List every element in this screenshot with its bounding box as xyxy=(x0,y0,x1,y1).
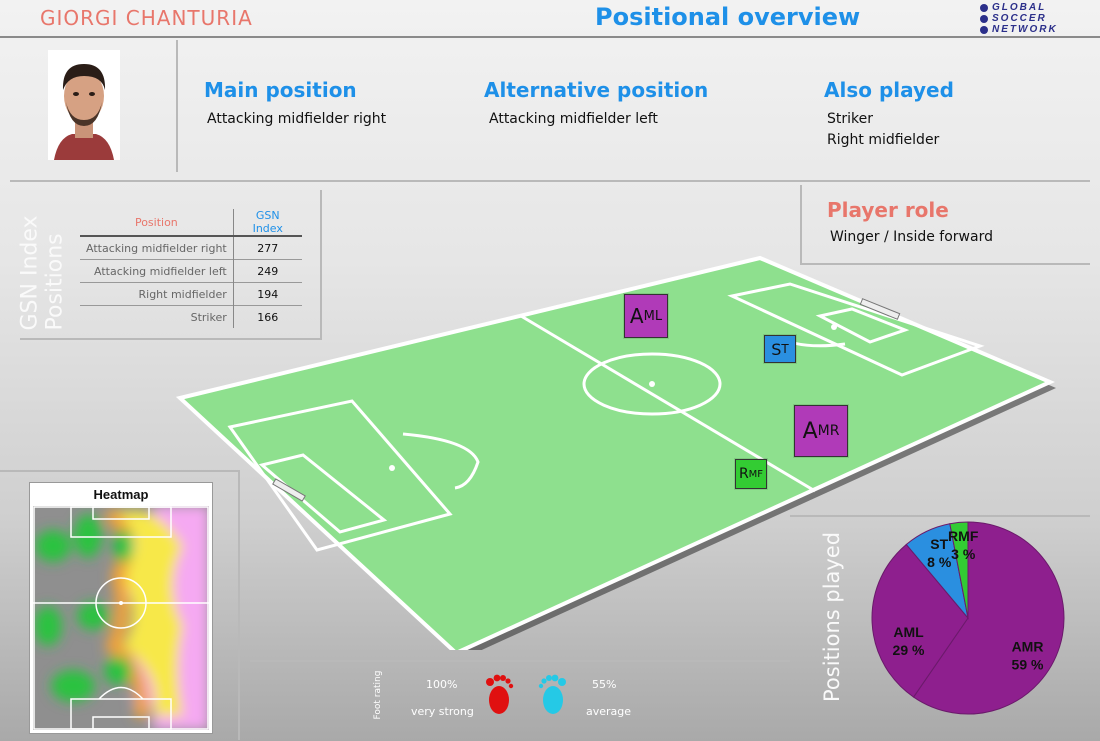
brand-line-2: SOCCER xyxy=(992,13,1047,24)
right-foot-value: 55% xyxy=(592,678,617,691)
positions-pie-chart: AMR 59 % AML 29 % ST 8 % RMF 3 % xyxy=(871,521,1065,715)
pitch-markings xyxy=(227,282,985,552)
pitch-badge-rmf: R MF xyxy=(735,459,767,489)
table-cell-index: 249 xyxy=(232,259,302,283)
badge-suffix: MR xyxy=(817,423,840,439)
brand-line-3: NETWORK xyxy=(992,24,1058,35)
badge-suffix: ML xyxy=(643,308,663,324)
table-row: Attacking midfielder left 249 xyxy=(80,259,302,283)
brand-line-1: GLOBAL xyxy=(992,2,1047,13)
table-cell-position: Attacking midfielder right xyxy=(80,235,234,260)
left-foot-icon xyxy=(486,674,514,714)
right-foot-desc: average xyxy=(586,705,632,718)
alternative-position-value: Attacking midfielder left xyxy=(489,111,658,127)
divider xyxy=(250,660,790,662)
pitch-badge-aml: A ML xyxy=(624,294,668,338)
heatmap-title: Heatmap xyxy=(93,487,149,502)
pie-percent-amr: 59 % xyxy=(1012,657,1044,673)
pitch-surface xyxy=(175,255,1055,650)
table-header-row: Position GSN Index xyxy=(80,209,302,236)
divider xyxy=(800,263,1090,265)
badge-letter: A xyxy=(802,418,818,444)
divider xyxy=(238,470,240,740)
heatmap-pitch xyxy=(33,506,209,730)
positions-side-title: Positions xyxy=(42,233,68,331)
pitch-3d xyxy=(175,255,1056,650)
pie-percent-rmf: 3 % xyxy=(951,546,976,562)
main-position-title: Main position xyxy=(204,78,357,102)
goal-left xyxy=(272,478,306,502)
right-foot-icon xyxy=(538,674,566,714)
badge-letter: A xyxy=(629,304,644,328)
foot-rating-label: Foot rating xyxy=(373,670,383,720)
gsn-index-table: Position GSN Index Attacking midfielder … xyxy=(80,209,302,328)
pie-label-aml: AML xyxy=(893,624,924,640)
pie-label-st: ST xyxy=(930,536,948,552)
brand-ball-icon xyxy=(980,4,988,34)
pie-label-amr: AMR xyxy=(1012,639,1044,655)
player-photo xyxy=(48,50,120,160)
player-role-value: Winger / Inside forward xyxy=(830,229,993,245)
column-header-position: Position xyxy=(134,215,178,229)
divider xyxy=(0,470,240,472)
badge-letter: R xyxy=(738,466,749,482)
table-cell-index: 166 xyxy=(232,305,302,328)
main-position-value: Attacking midfielder right xyxy=(207,111,387,127)
pie-label-rmf: RMF xyxy=(948,528,979,544)
player-name: GIORGI CHANTURIA xyxy=(40,6,253,30)
pie-slice-aml xyxy=(871,543,969,698)
table-cell-index: 277 xyxy=(232,235,302,260)
divider xyxy=(790,515,1090,517)
table-cell-position: Striker xyxy=(80,305,234,328)
header-divider xyxy=(0,36,1100,38)
column-header-index: GSN Index xyxy=(232,209,302,236)
divider xyxy=(20,338,320,340)
pie-slice-rmf xyxy=(949,521,969,619)
left-foot-value: 100% xyxy=(426,678,458,691)
pie-percent-aml: 29 % xyxy=(893,642,925,658)
divider xyxy=(320,190,322,340)
table-cell-position: Attacking midfielder left xyxy=(80,259,234,283)
also-played-title: Also played xyxy=(824,78,954,102)
goal-right xyxy=(859,298,901,320)
also-played-value-2: Right midfielder xyxy=(827,132,940,148)
alternative-position-title: Alternative position xyxy=(484,78,709,102)
divider xyxy=(800,185,802,263)
page-title: Positional overview xyxy=(595,3,861,31)
heatmap-card: Heatmap xyxy=(29,482,213,734)
player-role-title: Player role xyxy=(827,198,949,222)
badge-letter: S xyxy=(771,339,782,359)
badge-suffix: T xyxy=(781,342,789,356)
divider xyxy=(10,180,1090,182)
left-foot-desc: very strong xyxy=(411,705,474,718)
badge-suffix: MF xyxy=(748,468,764,480)
table-row: Right midfielder 194 xyxy=(80,282,302,306)
pitch-badge-amr: A MR xyxy=(794,405,848,457)
divider xyxy=(176,40,178,172)
table-cell-index: 194 xyxy=(232,282,302,306)
pie-percent-st: 8 % xyxy=(927,554,952,570)
pie-slice-amr xyxy=(912,521,1065,715)
table-row: Attacking midfielder right 277 xyxy=(80,235,302,260)
heatmap-markings xyxy=(33,506,209,730)
also-played-value-1: Striker xyxy=(827,111,873,127)
table-row: Striker 166 xyxy=(80,305,302,328)
brand-logo: GLOBAL SOCCER NETWORK xyxy=(978,2,1078,36)
table-cell-position: Right midfielder xyxy=(80,282,234,306)
positions-played-title: Positions played xyxy=(820,531,844,702)
gsn-index-side-title: GSN Index xyxy=(17,215,43,331)
